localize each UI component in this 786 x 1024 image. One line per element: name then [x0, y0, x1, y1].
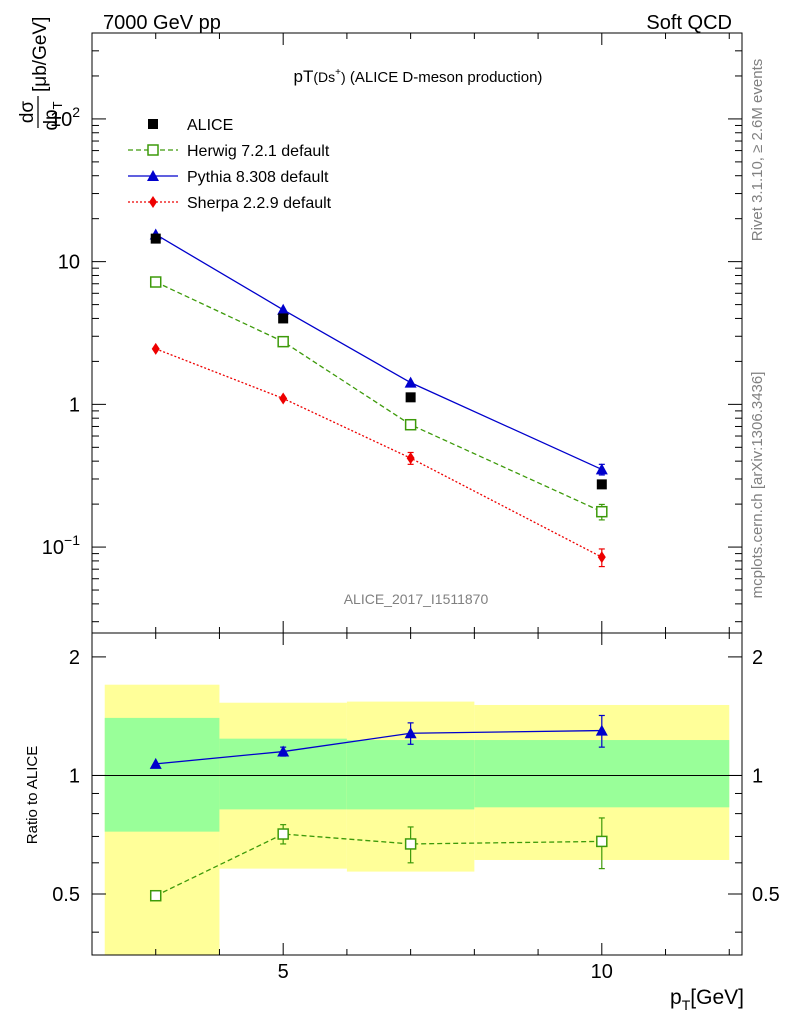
- chart-title: pT(Ds+) (ALICE D-meson production): [294, 67, 543, 86]
- series-layer: [149, 228, 608, 902]
- rivet-label: Rivet 3.1.10, ≥ 2.6M events: [749, 59, 766, 242]
- ratio-series-herwig: [149, 817, 608, 902]
- y-tick-label-exponent: −1: [64, 532, 80, 548]
- y-tick-label-exponent: 2: [72, 104, 80, 120]
- ratio-y-label: Ratio to ALICE: [24, 746, 41, 844]
- ratio-series-point-1: [277, 828, 289, 840]
- ratio-y-tick-label-left-2: 2: [69, 647, 80, 669]
- top-series-point-3: [596, 505, 608, 518]
- ratio-series-point-0: [149, 889, 162, 902]
- legend-entry-1: Herwig 7.2.1 default: [128, 143, 330, 160]
- ratio-series-pythia: [149, 714, 608, 769]
- y-axis-label: dσ dpT [μb/GeV]: [17, 17, 65, 131]
- top-series-point-1: [278, 313, 289, 324]
- ratio-uncertainty-bands: [104, 684, 730, 955]
- x-axis-label: pT[GeV]: [670, 986, 744, 1013]
- y-tick-label-1: 10: [58, 252, 80, 274]
- top-series-sherpa: [151, 342, 606, 568]
- y-label-denominator: dpT: [41, 101, 65, 130]
- y-tick-label-base: 1: [69, 394, 80, 416]
- ratio-y-tick-label-right-1: 1: [752, 765, 763, 787]
- top-series-point-2: [404, 376, 417, 388]
- ratio-series-line: [155, 729, 602, 765]
- y-tick-label-3: 10−1: [42, 532, 80, 559]
- ratio-series-point-0: [149, 757, 162, 769]
- top-series-point-3: [597, 551, 606, 564]
- band-inner-2: [346, 740, 475, 810]
- band-inner-0: [104, 717, 220, 832]
- bottom-frame: [91, 632, 743, 956]
- analysis-watermark: ALICE_2017_I1511870: [344, 591, 489, 607]
- ratio-y-tick-label-right-0: 0.5: [752, 884, 780, 906]
- ratio-series-point-3: [595, 724, 608, 736]
- y-tick-label-base: 10: [50, 109, 72, 131]
- top-series-pythia: [149, 228, 608, 476]
- legend-entry-0: ALICE: [148, 117, 233, 134]
- legend-entry-3: Sherpa 2.2.9 default: [128, 195, 332, 212]
- legend-marker-3: [149, 196, 157, 208]
- ratio-series-point-2: [404, 727, 417, 739]
- ratio-y-tick-label-right-2: 2: [752, 647, 763, 669]
- ratio-series-point-1: [277, 745, 290, 757]
- top-series-point-2: [404, 418, 417, 431]
- header-left: 7000 GeV pp: [103, 12, 221, 34]
- top-series-point-0: [149, 276, 162, 288]
- legend-marker-2: [147, 170, 159, 181]
- top-series-point-1: [277, 303, 290, 315]
- top-series-line: [155, 348, 603, 558]
- legend-label-0: ALICE: [187, 117, 233, 134]
- legend-marker-0: [148, 119, 158, 129]
- top-series-line: [155, 281, 603, 513]
- y-tick-label-base: 10: [58, 252, 80, 274]
- x-tick-label-1: 10: [591, 961, 613, 983]
- top-series-point-2: [405, 392, 416, 403]
- source-label: mcplots.cern.ch [arXiv:1306.3436]: [749, 372, 766, 599]
- top-series-point-1: [279, 392, 288, 405]
- legend: ALICE Herwig 7.2.1 default Pythia 8.308 de…: [128, 117, 332, 212]
- x-tick-label-0: 5: [278, 961, 289, 983]
- y-label-numerator: dσ: [17, 101, 38, 124]
- top-series-point-0: [151, 342, 160, 355]
- ratio-y-tick-label-left-0: 0.5: [52, 884, 80, 906]
- top-series-alice: [150, 233, 607, 490]
- top-series-line: [155, 233, 603, 471]
- y-label-units: [μb/GeV]: [30, 17, 51, 92]
- top-series-point-0: [150, 233, 161, 244]
- y-tick-label-2: 1: [69, 394, 80, 416]
- legend-label-2: Pythia 8.308 default: [187, 169, 329, 186]
- legend-label-3: Sherpa 2.2.9 default: [187, 195, 332, 212]
- ratio-series-point-3: [596, 835, 608, 848]
- y-tick-label-0: 102: [50, 104, 80, 131]
- ratio-y-tick-label-left-1: 1: [69, 765, 80, 787]
- legend-label-1: Herwig 7.2.1 default: [187, 143, 330, 160]
- top-series-point-3: [595, 463, 608, 475]
- band-inner-3: [474, 740, 730, 808]
- ratio-series-point-2: [404, 838, 417, 850]
- legend-entry-2: Pythia 8.308 default: [128, 169, 329, 186]
- legend-marker-1: [147, 144, 159, 156]
- top-series-point-2: [406, 452, 415, 465]
- top-series-point-3: [596, 479, 607, 490]
- top-series-herwig: [149, 276, 608, 521]
- y-tick-label-base: 10: [42, 537, 64, 559]
- axes: [91, 32, 743, 956]
- header-right: Soft QCD: [646, 12, 732, 34]
- top-series-point-1: [277, 335, 289, 348]
